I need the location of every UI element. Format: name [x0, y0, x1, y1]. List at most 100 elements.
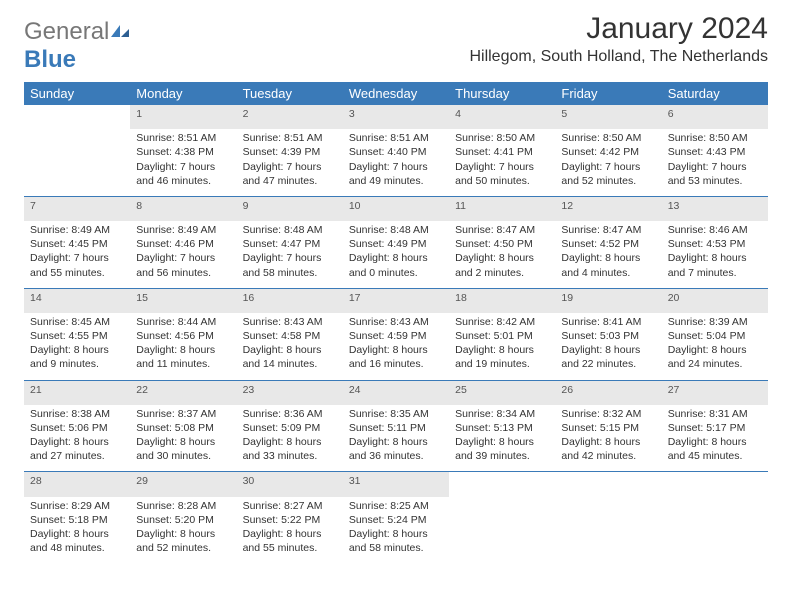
day-number-cell: 8	[130, 196, 236, 221]
day-sunset-text: Sunset: 4:40 PM	[349, 145, 443, 159]
day-number-cell: 7	[24, 196, 130, 221]
day-daylight1-text: Daylight: 8 hours	[30, 435, 124, 449]
day-sunrise-text: Sunrise: 8:32 AM	[561, 407, 655, 421]
day-number-row: 14151617181920	[24, 288, 768, 313]
day-sunset-text: Sunset: 4:50 PM	[455, 237, 549, 251]
day-number-cell: 6	[662, 105, 768, 129]
day-daylight2-text: and 52 minutes.	[136, 541, 230, 555]
weekday-header: Wednesday	[343, 82, 449, 105]
day-sunset-text: Sunset: 4:49 PM	[349, 237, 443, 251]
day-daylight2-text: and 11 minutes.	[136, 357, 230, 371]
day-number-cell: 30	[237, 472, 343, 497]
day-number-cell: 23	[237, 380, 343, 405]
day-daylight1-text: Daylight: 8 hours	[455, 435, 549, 449]
day-daylight2-text: and 9 minutes.	[30, 357, 124, 371]
day-daylight1-text: Daylight: 7 hours	[243, 251, 337, 265]
day-sunrise-text: Sunrise: 8:47 AM	[455, 223, 549, 237]
day-content-row: Sunrise: 8:49 AMSunset: 4:45 PMDaylight:…	[24, 221, 768, 288]
day-sunrise-text: Sunrise: 8:25 AM	[349, 499, 443, 513]
day-content-cell: Sunrise: 8:49 AMSunset: 4:45 PMDaylight:…	[24, 221, 130, 288]
day-sunset-text: Sunset: 5:06 PM	[30, 421, 124, 435]
day-sunrise-text: Sunrise: 8:46 AM	[668, 223, 762, 237]
day-daylight2-text: and 30 minutes.	[136, 449, 230, 463]
day-content-cell: Sunrise: 8:50 AMSunset: 4:42 PMDaylight:…	[555, 129, 661, 196]
day-content-cell: Sunrise: 8:39 AMSunset: 5:04 PMDaylight:…	[662, 313, 768, 380]
day-daylight1-text: Daylight: 8 hours	[561, 435, 655, 449]
day-sunrise-text: Sunrise: 8:43 AM	[243, 315, 337, 329]
day-daylight2-text: and 45 minutes.	[668, 449, 762, 463]
day-content-cell: Sunrise: 8:42 AMSunset: 5:01 PMDaylight:…	[449, 313, 555, 380]
day-content-cell	[449, 497, 555, 564]
day-daylight2-text: and 55 minutes.	[30, 266, 124, 280]
day-number-row: 78910111213	[24, 196, 768, 221]
day-number-cell: 13	[662, 196, 768, 221]
day-sunset-text: Sunset: 5:22 PM	[243, 513, 337, 527]
day-number-cell: 9	[237, 196, 343, 221]
weekday-header: Saturday	[662, 82, 768, 105]
day-sunrise-text: Sunrise: 8:45 AM	[30, 315, 124, 329]
day-number-cell: 28	[24, 472, 130, 497]
day-content-cell: Sunrise: 8:44 AMSunset: 4:56 PMDaylight:…	[130, 313, 236, 380]
day-daylight1-text: Daylight: 7 hours	[349, 160, 443, 174]
day-daylight1-text: Daylight: 8 hours	[455, 343, 549, 357]
day-sunset-text: Sunset: 5:20 PM	[136, 513, 230, 527]
day-daylight2-text: and 14 minutes.	[243, 357, 337, 371]
day-content-cell: Sunrise: 8:51 AMSunset: 4:38 PMDaylight:…	[130, 129, 236, 196]
day-content-cell: Sunrise: 8:29 AMSunset: 5:18 PMDaylight:…	[24, 497, 130, 564]
day-content-cell: Sunrise: 8:28 AMSunset: 5:20 PMDaylight:…	[130, 497, 236, 564]
day-content-cell	[555, 497, 661, 564]
day-daylight2-text: and 42 minutes.	[561, 449, 655, 463]
day-number-cell: 1	[130, 105, 236, 129]
day-daylight1-text: Daylight: 8 hours	[136, 527, 230, 541]
day-content-row: Sunrise: 8:51 AMSunset: 4:38 PMDaylight:…	[24, 129, 768, 196]
day-sunset-text: Sunset: 4:46 PM	[136, 237, 230, 251]
day-number-cell: 24	[343, 380, 449, 405]
weekday-header: Thursday	[449, 82, 555, 105]
day-daylight1-text: Daylight: 8 hours	[349, 343, 443, 357]
day-number-cell: 18	[449, 288, 555, 313]
day-content-cell: Sunrise: 8:51 AMSunset: 4:39 PMDaylight:…	[237, 129, 343, 196]
day-daylight1-text: Daylight: 7 hours	[243, 160, 337, 174]
day-daylight2-text: and 53 minutes.	[668, 174, 762, 188]
day-sunrise-text: Sunrise: 8:50 AM	[561, 131, 655, 145]
day-number-cell: 19	[555, 288, 661, 313]
day-daylight2-text: and 24 minutes.	[668, 357, 762, 371]
day-sunset-text: Sunset: 4:41 PM	[455, 145, 549, 159]
day-content-cell: Sunrise: 8:36 AMSunset: 5:09 PMDaylight:…	[237, 405, 343, 472]
weekday-header: Sunday	[24, 82, 130, 105]
day-number-cell: 20	[662, 288, 768, 313]
day-daylight1-text: Daylight: 8 hours	[668, 343, 762, 357]
day-sunset-text: Sunset: 5:08 PM	[136, 421, 230, 435]
day-daylight2-text: and 4 minutes.	[561, 266, 655, 280]
day-sunset-text: Sunset: 4:43 PM	[668, 145, 762, 159]
day-sunset-text: Sunset: 4:59 PM	[349, 329, 443, 343]
day-sunrise-text: Sunrise: 8:41 AM	[561, 315, 655, 329]
day-daylight1-text: Daylight: 8 hours	[30, 343, 124, 357]
day-content-cell: Sunrise: 8:47 AMSunset: 4:50 PMDaylight:…	[449, 221, 555, 288]
day-daylight2-text: and 7 minutes.	[668, 266, 762, 280]
day-daylight2-text: and 0 minutes.	[349, 266, 443, 280]
day-daylight1-text: Daylight: 7 hours	[455, 160, 549, 174]
day-sunrise-text: Sunrise: 8:48 AM	[349, 223, 443, 237]
day-sunrise-text: Sunrise: 8:36 AM	[243, 407, 337, 421]
day-sunrise-text: Sunrise: 8:35 AM	[349, 407, 443, 421]
day-sunrise-text: Sunrise: 8:31 AM	[668, 407, 762, 421]
day-daylight1-text: Daylight: 8 hours	[349, 435, 443, 449]
day-sunrise-text: Sunrise: 8:38 AM	[30, 407, 124, 421]
day-sunrise-text: Sunrise: 8:44 AM	[136, 315, 230, 329]
day-sunset-text: Sunset: 5:09 PM	[243, 421, 337, 435]
day-number-cell: 26	[555, 380, 661, 405]
day-sunrise-text: Sunrise: 8:49 AM	[30, 223, 124, 237]
day-sunrise-text: Sunrise: 8:51 AM	[136, 131, 230, 145]
day-content-cell: Sunrise: 8:46 AMSunset: 4:53 PMDaylight:…	[662, 221, 768, 288]
day-number-cell: 14	[24, 288, 130, 313]
day-daylight1-text: Daylight: 7 hours	[136, 251, 230, 265]
day-daylight1-text: Daylight: 7 hours	[668, 160, 762, 174]
day-number-cell: 27	[662, 380, 768, 405]
day-daylight1-text: Daylight: 8 hours	[243, 435, 337, 449]
day-content-cell	[24, 129, 130, 196]
day-number-cell: 5	[555, 105, 661, 129]
day-sunrise-text: Sunrise: 8:43 AM	[349, 315, 443, 329]
logo-sail-icon	[109, 18, 131, 46]
day-number-cell: 17	[343, 288, 449, 313]
